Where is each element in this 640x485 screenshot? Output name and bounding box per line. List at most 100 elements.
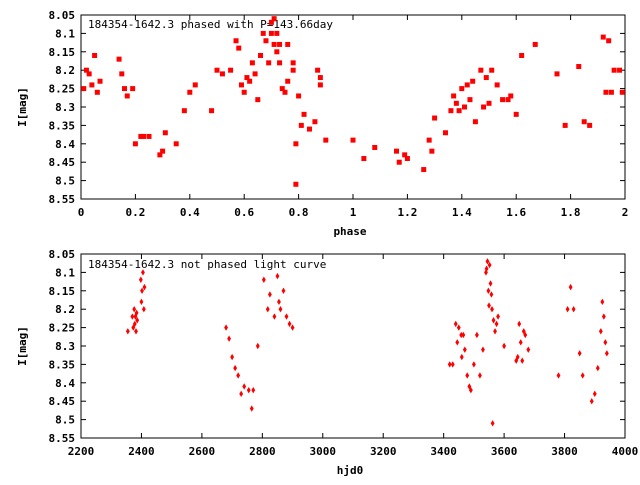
data-point [83, 67, 89, 73]
y-tick-label: 8.15 [49, 46, 76, 59]
y-tick-label: 8.2 [55, 64, 75, 77]
data-point [258, 52, 264, 58]
y-tick-label: 8.3 [55, 101, 75, 114]
data-point [589, 398, 594, 405]
data-point [481, 346, 485, 353]
data-point [97, 78, 103, 84]
data-point [432, 115, 438, 121]
data-point [146, 133, 152, 139]
x-tick-label: 2400 [128, 445, 155, 458]
data-point [601, 313, 606, 320]
data-point [239, 390, 244, 398]
data-point [247, 78, 253, 84]
data-point [278, 306, 283, 313]
data-point [135, 317, 140, 324]
data-point [268, 19, 274, 25]
data-point [489, 67, 495, 73]
x-axis-label: hjd0 [337, 464, 364, 477]
data-point [532, 41, 538, 47]
data-point [488, 280, 493, 287]
data-point [581, 119, 587, 125]
y-tick-label: 8.45 [49, 156, 76, 169]
data-point [134, 328, 138, 335]
data-point [162, 130, 168, 136]
data-point [92, 52, 98, 58]
data-point [236, 45, 242, 51]
data-point [494, 320, 499, 328]
data-point [134, 309, 139, 317]
data-point [274, 30, 280, 36]
x-tick-label: 2200 [68, 445, 95, 458]
data-point [450, 361, 455, 368]
data-point [157, 152, 163, 158]
data-point [478, 372, 482, 379]
data-point [244, 75, 250, 81]
data-point [500, 97, 506, 103]
y-tick-label: 8.2 [55, 303, 75, 316]
y-tick-label: 8.55 [49, 432, 76, 445]
data-point [296, 93, 302, 99]
data-point [141, 306, 146, 313]
data-point [456, 108, 462, 114]
data-point [513, 111, 519, 117]
data-point [306, 126, 312, 132]
x-axis-label: phase [333, 225, 366, 238]
data-point [455, 339, 460, 346]
data-point [293, 181, 299, 187]
data-point [298, 122, 304, 128]
data-point [271, 41, 277, 47]
chart-title: 184354-1642.3 phased with P=143.66day [88, 18, 333, 31]
data-point [274, 49, 280, 55]
data-point [266, 60, 272, 66]
data-point [515, 353, 520, 361]
data-point [228, 67, 234, 73]
data-point [483, 75, 489, 81]
x-tick-label: 3200 [370, 445, 397, 458]
data-point [489, 291, 494, 298]
x-tick-label: 0.4 [180, 206, 200, 219]
data-point [124, 93, 130, 99]
data-point [141, 269, 145, 276]
data-point [140, 287, 144, 294]
data-point [478, 67, 484, 73]
y-tick-label: 8.1 [55, 27, 75, 40]
data-point [474, 331, 479, 339]
data-points [81, 16, 625, 187]
data-point [122, 86, 128, 92]
data-point [209, 108, 215, 114]
data-point [448, 108, 454, 114]
y-tick-label: 8.05 [49, 248, 76, 261]
data-point [576, 64, 582, 70]
x-tick-label: 1 [350, 206, 357, 219]
data-point [464, 82, 470, 88]
data-point [568, 283, 573, 291]
data-point [517, 320, 522, 328]
data-point [119, 71, 125, 77]
data-point [290, 60, 296, 66]
data-point [484, 265, 489, 272]
x-tick-label: 0.6 [234, 206, 254, 219]
data-point [132, 320, 137, 328]
data-point [453, 320, 458, 328]
y-tick-label: 8.4 [55, 138, 75, 151]
data-point [493, 328, 497, 335]
data-point [252, 71, 258, 77]
axis-ticks: 2200 2400 2600 2800 3000 3200 3400 3600 3800 4000… [49, 248, 639, 458]
y-tick-label: 8.4 [55, 377, 75, 390]
data-point [285, 41, 291, 47]
data-point [518, 339, 523, 346]
data-point [233, 364, 238, 372]
data-point [255, 97, 261, 103]
data-point [281, 287, 286, 294]
data-point [603, 89, 609, 95]
x-tick-label: 3600 [491, 445, 518, 458]
data-point [462, 346, 467, 353]
data-point [459, 331, 464, 339]
data-point [491, 317, 496, 324]
data-point [267, 291, 272, 298]
data-point [224, 324, 228, 331]
data-point [451, 93, 457, 99]
axis-ticks: 0 0.2 0.4 0.6 0.8 1 1.2 1.4 1.6 1.8 2 8.05 8.1 8.15 8.… [49, 9, 629, 219]
data-point [293, 141, 299, 147]
